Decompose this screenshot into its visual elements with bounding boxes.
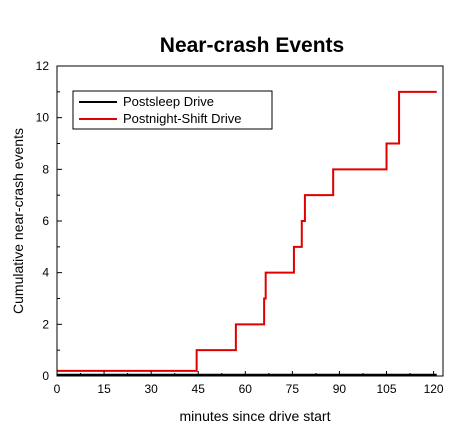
x-axis-label: minutes since drive start (180, 408, 331, 424)
x-tick-label: 45 (192, 382, 206, 396)
x-axis: 0 15 30 45 60 75 90 105 120 (54, 371, 444, 396)
legend-label-postsleep: Postsleep Drive (123, 94, 214, 109)
chart-title: Near-crash Events (160, 34, 344, 57)
y-axis-label: Cumulative near-crash events (10, 128, 26, 314)
y-tick-label: 4 (42, 266, 49, 280)
y-tick-label: 0 (42, 369, 49, 383)
legend-label-postnight-shift: Postnight-Shift Drive (123, 111, 242, 126)
y-axis: 0 2 4 6 8 10 12 (36, 59, 62, 383)
x-tick-label: 0 (54, 382, 61, 396)
x-tick-label: 60 (239, 382, 253, 396)
legend: Postsleep Drive Postnight-Shift Drive (72, 90, 273, 130)
y-tick-label: 2 (42, 317, 49, 331)
y-tick-label: 8 (42, 162, 49, 176)
y-tick-label: 6 (42, 214, 49, 228)
series-line-1 (57, 90, 437, 372)
x-tick-label: 15 (97, 382, 111, 396)
x-tick-label: 30 (144, 382, 158, 396)
legend-box (72, 90, 273, 130)
x-tick-label: 75 (286, 382, 300, 396)
x-tick-label: 120 (424, 382, 444, 396)
x-tick-label: 90 (333, 382, 347, 396)
y-tick-label: 12 (36, 59, 50, 73)
y-tick-label: 10 (36, 111, 50, 125)
x-tick-label: 105 (376, 382, 396, 396)
series-layer (57, 90, 437, 376)
